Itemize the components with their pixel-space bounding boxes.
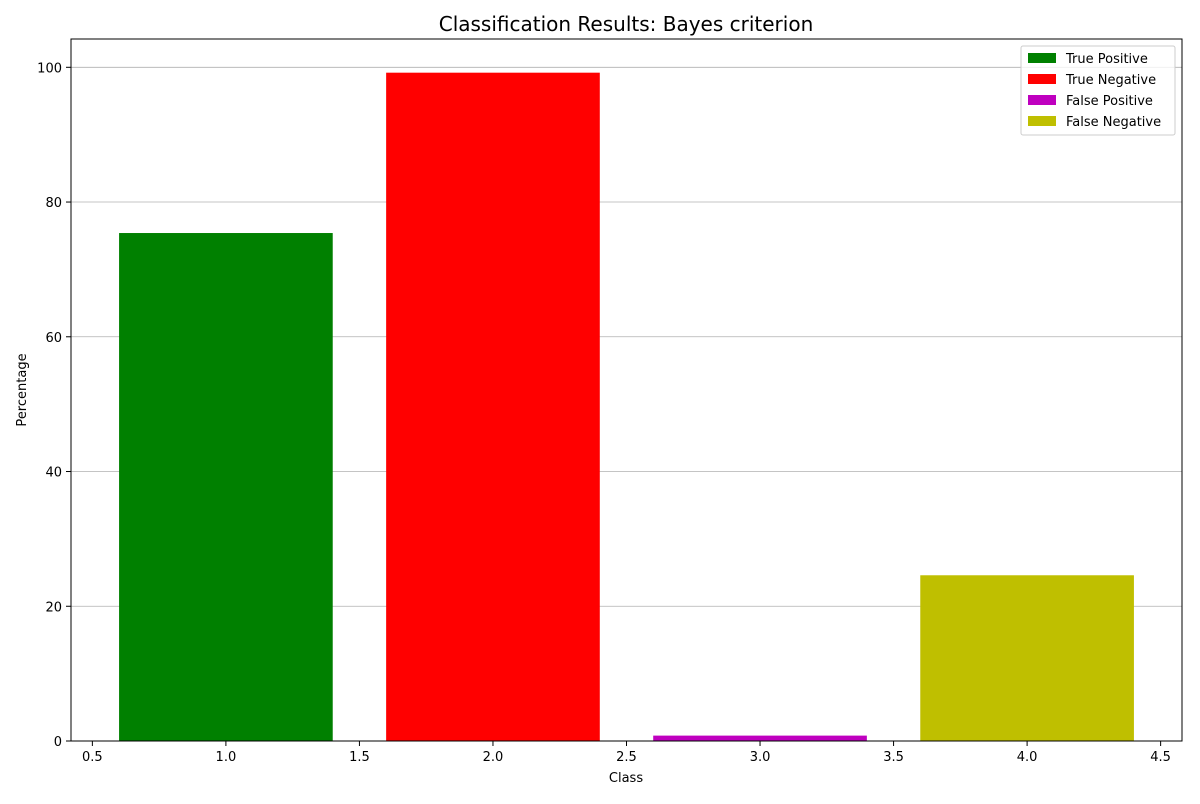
x-tick-label: 2.5 <box>616 750 637 765</box>
x-tick-label: 0.5 <box>82 750 103 765</box>
y-tick-label: 20 <box>45 600 62 615</box>
x-axis-ticks: 0.5 1.0 1.5 2.0 2.5 3.0 3.5 4.0 4.5 <box>82 741 1171 765</box>
legend-label: False Negative <box>1066 115 1161 130</box>
legend-label: True Negative <box>1065 73 1156 88</box>
legend-swatch <box>1028 95 1056 105</box>
y-axis-ticks: 0 20 40 60 80 100 <box>37 61 71 750</box>
y-tick-label: 0 <box>54 735 62 750</box>
y-tick-label: 80 <box>45 196 62 211</box>
chart-title: Classification Results: Bayes criterion <box>439 12 814 36</box>
bar-false-negative <box>920 575 1134 741</box>
y-axis-label: Percentage <box>15 353 30 426</box>
y-tick-label: 60 <box>45 331 62 346</box>
legend-swatch <box>1028 53 1056 63</box>
x-tick-label: 3.5 <box>883 750 904 765</box>
y-tick-label: 100 <box>37 61 62 76</box>
legend-box <box>1020 45 1176 136</box>
bar-true-negative <box>386 72 600 741</box>
legend: True Positive True Negative False Positive… <box>1020 45 1176 136</box>
x-tick-label: 1.5 <box>349 750 370 765</box>
legend-swatch <box>1028 74 1056 84</box>
legend-label: True Positive <box>1065 52 1148 67</box>
x-tick-label: 3.0 <box>750 750 771 765</box>
legend-label: False Positive <box>1066 94 1153 109</box>
bars <box>119 72 1134 742</box>
bar-false-positive <box>653 735 867 741</box>
x-tick-label: 1.0 <box>216 750 237 765</box>
x-tick-label: 2.0 <box>483 750 504 765</box>
x-tick-label: 4.5 <box>1150 750 1171 765</box>
legend-swatch <box>1028 116 1056 126</box>
y-tick-label: 40 <box>45 466 62 481</box>
bar-true-positive <box>119 233 333 742</box>
x-tick-label: 4.0 <box>1017 750 1038 765</box>
x-axis-label: Class <box>609 771 643 786</box>
